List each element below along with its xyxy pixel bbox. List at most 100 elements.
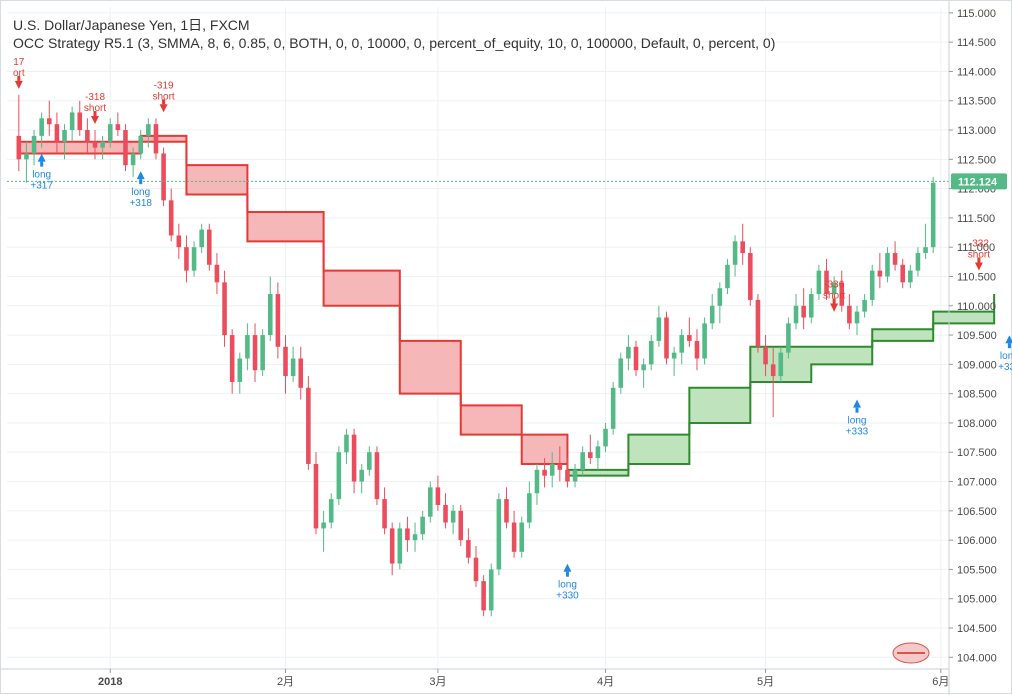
candle [85,118,90,154]
candle-body [816,270,822,295]
candle [306,376,311,470]
candle [351,428,357,494]
candle-body [481,581,486,611]
candle [298,346,304,400]
candle [427,481,433,523]
candle [328,493,334,529]
candle [77,100,83,136]
candle-body [580,452,585,470]
candle [229,329,235,394]
candle [382,487,387,535]
candle-body [709,305,715,324]
y-tick-label: 104.500 [957,623,997,635]
candle [793,294,799,330]
candle-body [549,463,555,476]
candle [641,358,646,388]
candle [275,282,281,359]
last-price-tag [951,173,1007,190]
signal-label: short [968,249,990,260]
candle-body [207,229,212,265]
short-arrow-stem [832,298,836,304]
candle [466,528,471,564]
candle-body [603,428,608,447]
candle-body [306,387,311,464]
candle-body [656,317,662,341]
candle-body [374,452,380,500]
candle [648,335,654,371]
candle [748,247,753,306]
candle [290,346,296,382]
candle-body [900,264,905,283]
candle [519,516,525,558]
candle [336,446,342,505]
candle-body [877,270,883,277]
candle-body [778,352,784,377]
candle-body [595,446,601,459]
candle-body [732,241,738,265]
candle-body [740,241,745,254]
candle [450,504,456,535]
candle [778,346,784,382]
candle-body [168,200,174,236]
candle [732,235,738,277]
candle [930,176,936,254]
candle-body [115,124,121,131]
short-arrow-stem [162,99,166,105]
candle-body [252,335,258,371]
candle-body [69,112,75,131]
short-arrow-icon [830,303,839,312]
candle [763,335,768,377]
candle [824,258,829,300]
y-tick-label: 114.500 [957,37,996,49]
y-tick-label: 113.500 [957,96,996,108]
candle-body [534,469,540,494]
candle [534,463,540,505]
signal-label: +330 [998,362,1012,373]
candle-body [488,569,494,611]
short-arrow-stem [977,257,981,263]
long-arrow-icon [37,153,46,162]
y-tick-label: 108.500 [957,389,997,401]
candle-body [298,358,304,388]
candle-body [862,299,867,312]
y-tick-label: 113.000 [957,125,996,137]
candle-body [237,358,243,382]
candle [184,235,189,283]
candle-body [641,364,646,371]
candle-body [290,358,296,377]
candle-body [405,528,410,541]
candle-body [633,346,639,371]
candle-body [930,182,936,248]
candle-body [618,358,624,388]
candle [854,305,860,336]
candle-body [146,124,151,136]
candle [717,282,723,324]
candle [16,94,22,172]
signal-label: short [152,91,174,102]
signal-label: +318 [129,198,152,209]
candle [504,487,509,529]
candle-body [123,130,128,166]
candle-body [412,534,418,541]
candle-body [854,311,860,324]
candle [222,270,227,347]
candle-body [214,264,220,283]
candle-body [351,434,357,482]
candle-body [54,124,60,142]
band-fill [18,135,568,476]
candle [100,135,105,160]
y-tick-label: 107.000 [957,477,997,489]
candle-body [24,153,29,160]
candle-body [62,130,67,142]
candle [359,463,364,494]
candle-body [748,253,753,300]
candle [808,288,814,324]
candle [549,452,555,488]
x-tick-label: 5月 [757,676,774,688]
y-tick-label: 114.000 [957,66,996,78]
candle [397,522,403,570]
